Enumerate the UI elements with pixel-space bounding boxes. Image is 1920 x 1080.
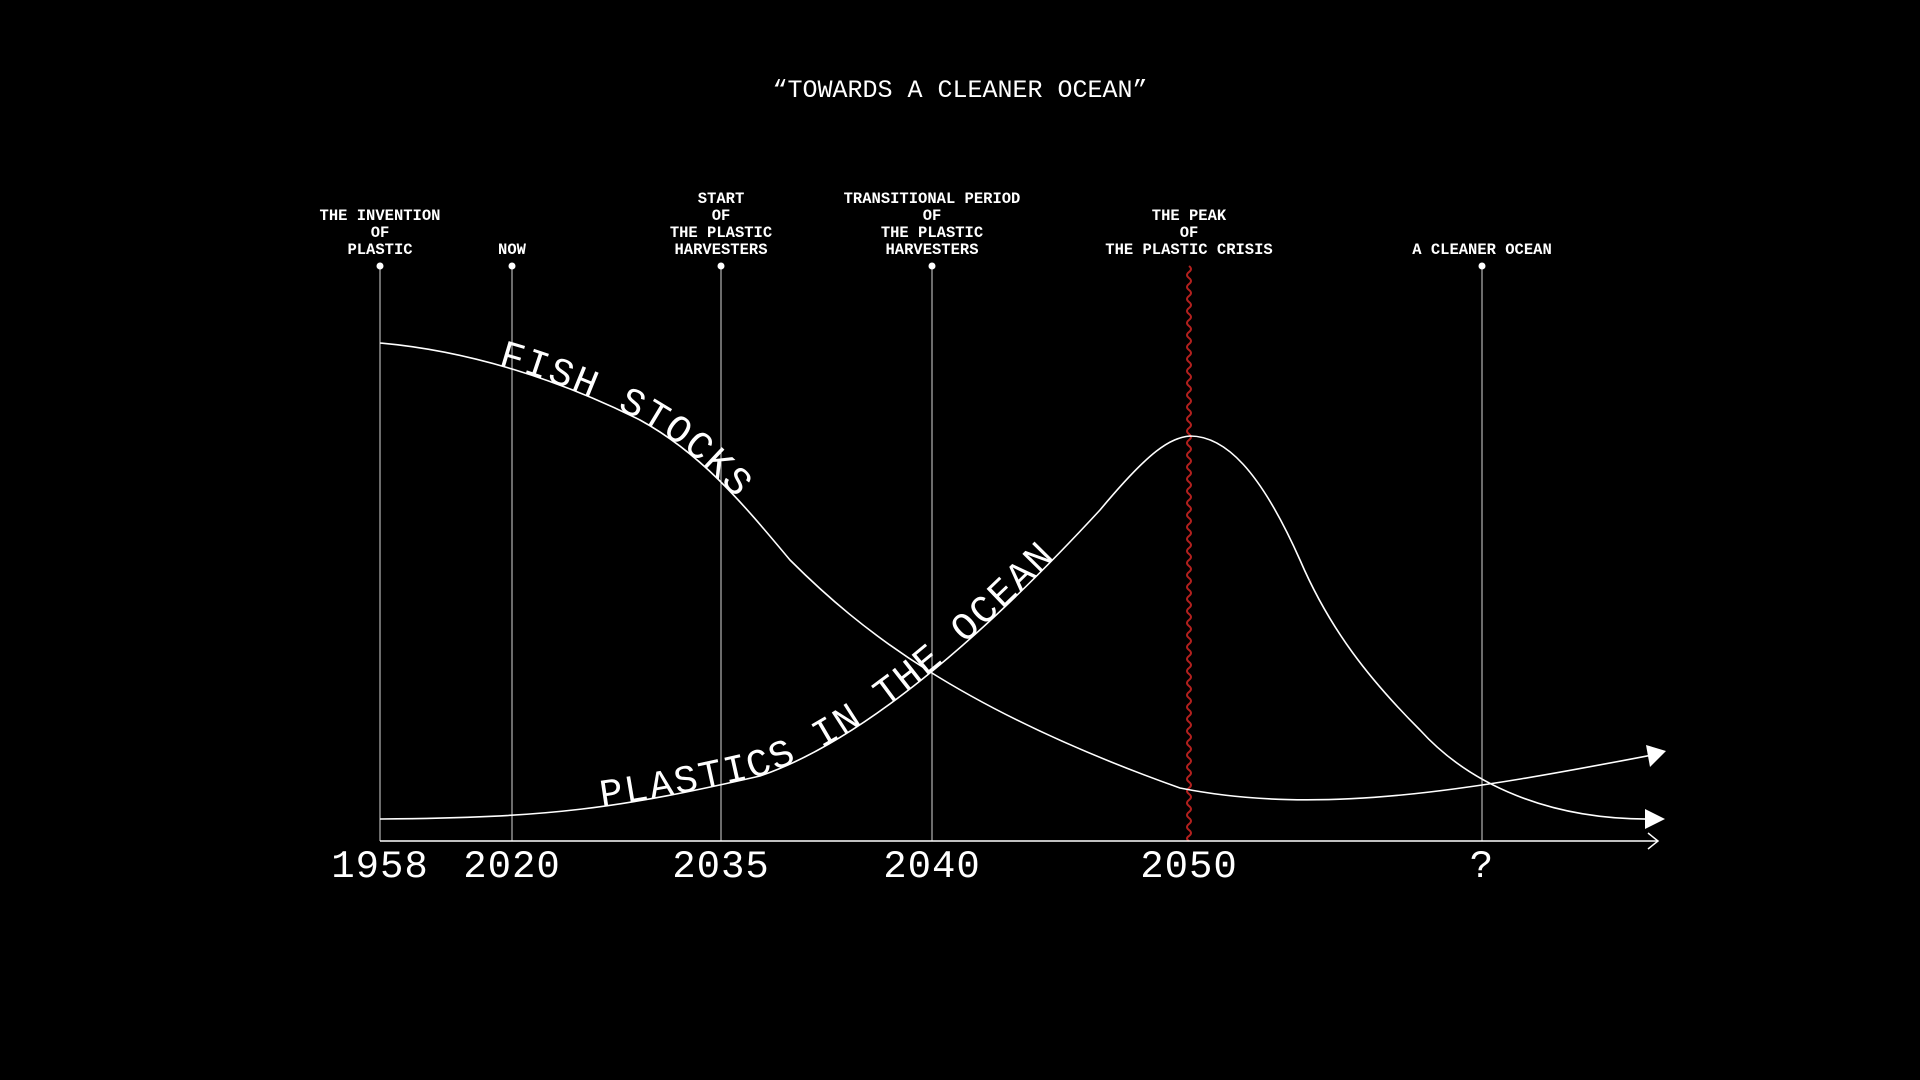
milestone-label-unknown: A CLEANER OCEAN — [1412, 241, 1552, 259]
milestone-dot-2020 — [508, 262, 516, 270]
milestone-label-2040: THE PLASTIC — [881, 224, 983, 242]
milestone-label-2050: THE PEAK — [1152, 207, 1227, 225]
plastics-label-path: PLASTICS IN THE OCEAN — [597, 534, 1063, 819]
milestone-label-2035: HARVESTERS — [674, 241, 767, 259]
year-tick-label-2035: 2035 — [672, 845, 770, 889]
chart-title: “TOWARDS A CLEANER OCEAN” — [772, 76, 1147, 105]
milestone-label-1958: PLASTIC — [347, 241, 412, 259]
milestone-label-2035: OF — [712, 207, 731, 225]
milestone-dot-1958 — [376, 262, 384, 270]
milestone-label-2040: OF — [923, 207, 942, 225]
milestone-label-2050: THE PLASTIC CRISIS — [1105, 241, 1272, 259]
milestone-line-2050 — [1186, 265, 1192, 842]
year-labels: 1958 2020 2035 2040 2050? — [331, 845, 1494, 889]
milestone-label-1958: THE INVENTION — [320, 207, 441, 225]
fish-stocks-arrow-icon — [1646, 745, 1666, 767]
milestone-label-2050: OF — [1180, 224, 1199, 242]
milestone-label-2040: TRANSITIONAL PERIOD — [844, 190, 1021, 208]
milestone-label-1958: OF — [371, 224, 390, 242]
milestone-label-2035: START — [698, 190, 745, 208]
milestone-dot-2035 — [717, 262, 725, 270]
milestone-label-2035: THE PLASTIC — [670, 224, 772, 242]
milestone-label-2020: NOW — [498, 241, 527, 259]
plastics-curve — [379, 435, 1653, 820]
x-axis-arrow-icon — [1647, 832, 1660, 850]
plastics-arrow-icon — [1645, 809, 1665, 829]
year-tick-label-unknown: ? — [1470, 845, 1494, 889]
year-tick-label-1958: 1958 — [331, 845, 429, 889]
year-tick-label-2020: 2020 — [463, 845, 561, 889]
milestone-dot-unknown — [1478, 262, 1486, 270]
year-tick-label-2040: 2040 — [883, 845, 981, 889]
milestone-label-2040: HARVESTERS — [885, 241, 978, 259]
plastics-label: PLASTICS IN THE OCEAN — [597, 534, 1065, 819]
year-tick-label-2050: 2050 — [1140, 845, 1238, 889]
milestone-dot-2040 — [928, 262, 936, 270]
